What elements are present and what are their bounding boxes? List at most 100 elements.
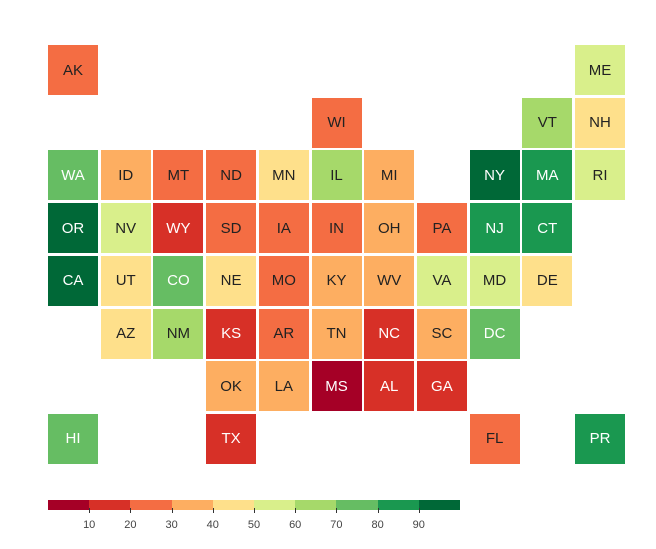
- state-label: OH: [377, 219, 401, 237]
- state-tile-mt[interactable]: MT: [153, 150, 204, 201]
- state-label: SD: [220, 219, 242, 237]
- legend-swatch: [254, 500, 296, 510]
- state-tile-sd[interactable]: SD: [206, 203, 257, 254]
- state-tile-co[interactable]: CO: [153, 255, 204, 306]
- state-tile-ny[interactable]: NY: [469, 150, 520, 201]
- legend-tick-label: 50: [247, 519, 261, 531]
- state-tile-me[interactable]: ME: [575, 45, 625, 95]
- state-label: NC: [378, 325, 401, 342]
- state-tile-wv[interactable]: WV: [364, 255, 415, 306]
- legend-tick: [254, 508, 255, 513]
- state-label: CT: [537, 219, 558, 237]
- state-label: VT: [537, 114, 557, 132]
- legend-tick: [130, 508, 132, 513]
- state-label: MO: [271, 272, 296, 290]
- state-label: ND: [220, 166, 242, 184]
- state-tile-ca[interactable]: CA: [48, 255, 98, 306]
- state-tile-md[interactable]: MD: [469, 255, 520, 306]
- state-tile-ky[interactable]: KY: [311, 255, 362, 306]
- state-tile-in[interactable]: IN: [311, 203, 362, 254]
- state-tile-oh[interactable]: OH: [364, 203, 415, 254]
- state-tile-nd[interactable]: ND: [206, 150, 257, 201]
- state-label: KS: [221, 325, 242, 342]
- state-tile-nj[interactable]: NJ: [469, 203, 520, 254]
- state-label: PR: [589, 430, 611, 448]
- state-label: CA: [62, 272, 84, 290]
- state-tile-la[interactable]: LA: [258, 361, 309, 412]
- state-label: RI: [592, 166, 608, 184]
- state-tile-fl[interactable]: FL: [469, 413, 520, 464]
- state-label: GA: [431, 377, 453, 395]
- state-tile-ok[interactable]: OK: [206, 361, 257, 412]
- legend-tick-label: 80: [371, 519, 384, 531]
- state-label: TX: [221, 430, 241, 448]
- state-label: TN: [326, 325, 347, 342]
- state-label: IL: [330, 166, 343, 184]
- legend-swatch: [89, 500, 131, 510]
- state-label: WV: [377, 272, 402, 290]
- legend-tick: [171, 508, 173, 513]
- state-label: NM: [166, 325, 191, 342]
- state-label: SC: [431, 325, 453, 342]
- legend-tick-label: 90: [412, 519, 425, 531]
- state-tile-mi[interactable]: MI: [364, 150, 415, 201]
- state-tile-dc[interactable]: DC: [469, 308, 520, 359]
- state-tile-ma[interactable]: MA: [522, 150, 573, 201]
- legend-tick-label: 40: [206, 519, 219, 531]
- legend-tick-label: 20: [124, 519, 137, 531]
- state-label: LA: [274, 377, 293, 395]
- legend-tick: [336, 508, 338, 513]
- state-tile-nm[interactable]: NM: [153, 308, 204, 359]
- state-label: MD: [482, 272, 507, 290]
- state-label: NY: [484, 166, 506, 184]
- state-label: DC: [483, 325, 506, 342]
- state-tile-mo[interactable]: MO: [258, 255, 309, 306]
- state-label: UT: [115, 272, 136, 290]
- state-tile-pa[interactable]: PA: [416, 203, 467, 254]
- state-tile-al[interactable]: AL: [364, 361, 415, 412]
- state-tile-il[interactable]: IL: [311, 150, 362, 201]
- state-label: FL: [485, 430, 504, 448]
- state-tile-ak[interactable]: AK: [48, 45, 98, 95]
- state-tile-sc[interactable]: SC: [416, 308, 467, 359]
- legend-tick-label: 30: [165, 519, 178, 531]
- state-tile-ks[interactable]: KS: [206, 308, 257, 359]
- state-label: MT: [167, 166, 190, 184]
- state-tile-ne[interactable]: NE: [206, 255, 257, 306]
- state-tile-nh[interactable]: NH: [575, 97, 625, 148]
- state-tile-or[interactable]: OR: [48, 203, 98, 254]
- state-tile-hi[interactable]: HI: [48, 413, 98, 464]
- state-label: NH: [589, 114, 611, 132]
- state-tile-mn[interactable]: MN: [258, 150, 309, 201]
- state-tile-id[interactable]: ID: [100, 150, 151, 201]
- state-tile-ar[interactable]: AR: [258, 308, 309, 359]
- state-tile-de[interactable]: DE: [522, 255, 573, 306]
- state-tile-tx[interactable]: TX: [206, 413, 257, 464]
- state-label: CO: [167, 272, 190, 290]
- state-label: MA: [536, 166, 559, 184]
- state-tile-ms[interactable]: MS: [311, 361, 362, 412]
- state-tile-az[interactable]: AZ: [100, 308, 151, 359]
- state-tile-nv[interactable]: NV: [100, 203, 151, 254]
- state-tile-pr[interactable]: PR: [575, 413, 625, 464]
- state-tile-ia[interactable]: IA: [258, 203, 309, 254]
- legend-swatch: [336, 500, 379, 510]
- legend-tick-label: 10: [83, 519, 96, 531]
- state-tile-ri[interactable]: RI: [575, 150, 625, 201]
- state-tile-ct[interactable]: CT: [522, 203, 573, 254]
- state-tile-tn[interactable]: TN: [311, 308, 362, 359]
- color-legend: 10 20 30 40 50 60 70 80 90: [48, 500, 461, 540]
- state-tile-va[interactable]: VA: [416, 255, 467, 306]
- legend-tick: [89, 508, 91, 513]
- state-tile-wy[interactable]: WY: [153, 203, 204, 254]
- state-tile-ga[interactable]: GA: [416, 361, 467, 412]
- state-tile-wi[interactable]: WI: [311, 97, 362, 148]
- state-tile-nc[interactable]: NC: [364, 308, 415, 359]
- state-tile-wa[interactable]: WA: [48, 150, 98, 201]
- legend-swatch: [212, 500, 255, 510]
- state-label: NE: [220, 272, 242, 290]
- state-tile-vt[interactable]: VT: [522, 97, 573, 148]
- state-tile-ut[interactable]: UT: [100, 255, 151, 306]
- state-label: PA: [432, 219, 452, 237]
